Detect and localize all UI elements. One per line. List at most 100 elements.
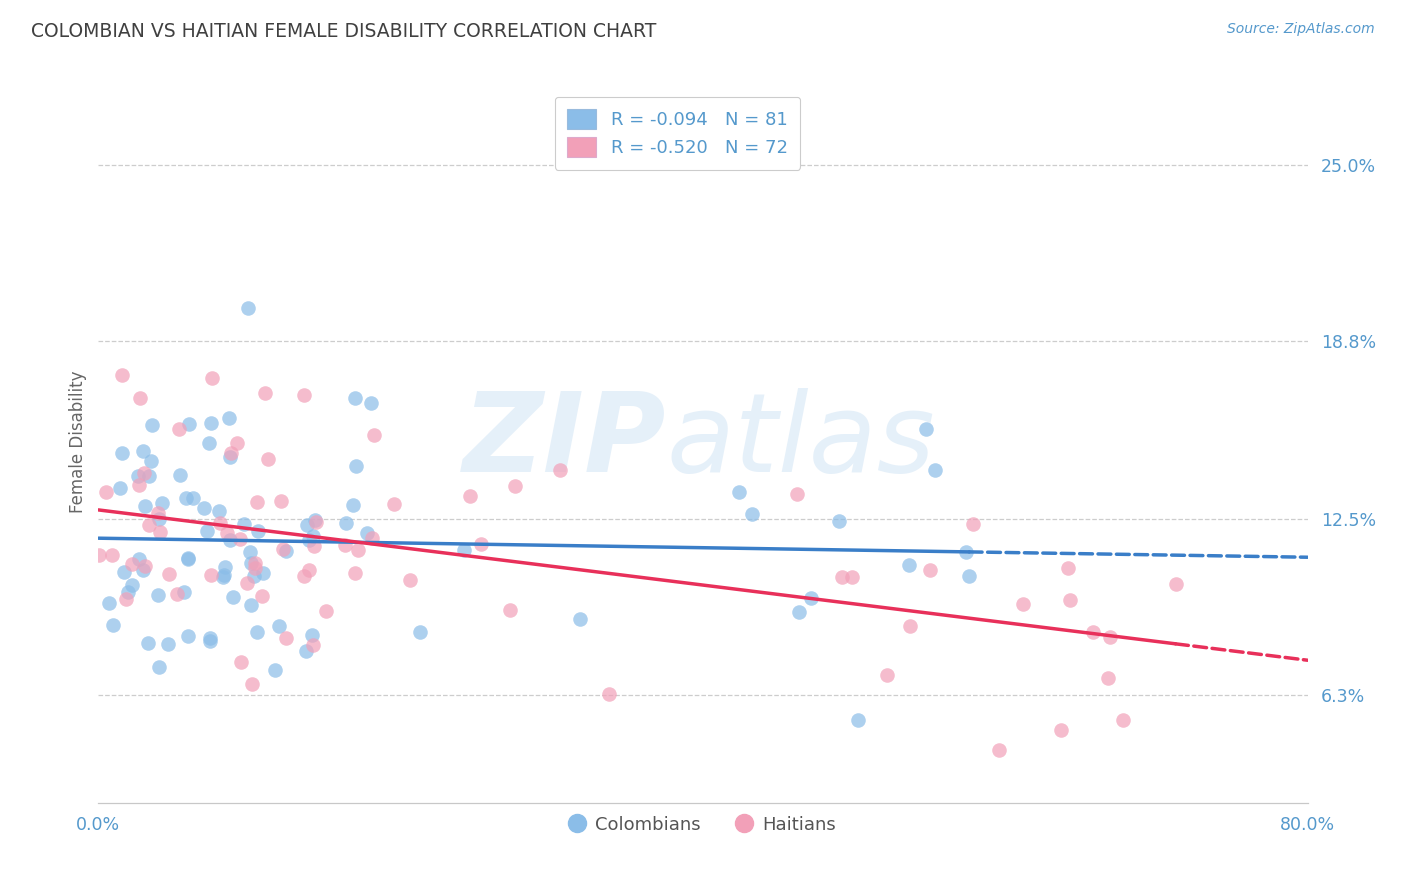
Point — [360, 532, 382, 546]
Point — [103, 617, 125, 632]
Point — [127, 469, 149, 483]
Point — [212, 570, 235, 584]
Point — [200, 631, 222, 645]
Point — [101, 548, 124, 562]
Point — [1056, 561, 1078, 575]
Point — [110, 481, 132, 495]
Point — [301, 628, 323, 642]
Point — [897, 558, 920, 572]
Point — [150, 495, 173, 509]
Text: COLOMBIAN VS HAITIAN FEMALE DISABILITY CORRELATION CHART: COLOMBIAN VS HAITIAN FEMALE DISABILITY C… — [31, 22, 657, 41]
Point — [470, 537, 492, 551]
Point — [247, 524, 270, 539]
Point — [298, 533, 321, 547]
Point — [134, 559, 156, 574]
Point — [458, 489, 481, 503]
Point — [195, 524, 218, 538]
Point — [898, 619, 921, 633]
Point — [173, 585, 195, 599]
Point — [302, 539, 325, 553]
Point — [728, 485, 751, 500]
Point — [218, 533, 240, 547]
Point — [233, 517, 256, 532]
Point — [876, 668, 898, 682]
Point — [209, 516, 232, 531]
Point — [245, 561, 267, 575]
Point — [148, 511, 170, 525]
Point — [131, 443, 153, 458]
Point — [914, 422, 936, 436]
Point — [148, 660, 170, 674]
Point — [315, 604, 337, 618]
Point — [270, 494, 292, 508]
Point — [132, 563, 155, 577]
Point — [218, 450, 240, 464]
Point — [787, 606, 810, 620]
Point — [239, 557, 262, 571]
Point — [217, 525, 239, 540]
Point — [139, 454, 162, 468]
Point — [245, 557, 267, 571]
Point — [225, 435, 247, 450]
Point — [141, 417, 163, 432]
Point — [453, 542, 475, 557]
Point — [157, 566, 180, 581]
Point — [149, 525, 172, 540]
Point — [246, 625, 269, 640]
Point — [200, 567, 222, 582]
Point — [240, 676, 263, 690]
Point — [294, 568, 316, 582]
Point — [800, 591, 823, 605]
Point — [121, 578, 143, 592]
Point — [846, 713, 869, 727]
Point — [193, 501, 215, 516]
Text: atlas: atlas — [666, 388, 935, 495]
Point — [1083, 625, 1105, 640]
Point — [786, 487, 808, 501]
Point — [598, 687, 620, 701]
Point — [208, 504, 231, 518]
Point — [399, 574, 422, 588]
Point — [304, 513, 326, 527]
Point — [276, 544, 298, 558]
Point — [156, 637, 179, 651]
Point — [235, 575, 257, 590]
Point — [167, 422, 190, 436]
Point — [828, 514, 851, 528]
Point — [214, 560, 236, 574]
Point — [305, 515, 328, 529]
Point — [239, 598, 262, 612]
Point — [1164, 577, 1187, 591]
Point — [110, 446, 132, 460]
Point — [1012, 597, 1035, 611]
Point — [112, 566, 135, 580]
Point — [200, 416, 222, 430]
Point — [238, 544, 260, 558]
Point — [198, 634, 221, 648]
Point — [343, 391, 366, 405]
Point — [218, 411, 240, 425]
Point — [229, 655, 252, 669]
Point — [333, 538, 356, 552]
Point — [257, 451, 280, 466]
Point — [1050, 723, 1073, 738]
Point — [201, 371, 224, 385]
Point — [236, 301, 259, 315]
Point — [498, 602, 520, 616]
Point — [115, 591, 138, 606]
Point — [741, 508, 763, 522]
Point — [267, 618, 290, 632]
Point — [166, 587, 188, 601]
Point — [169, 467, 191, 482]
Point — [1099, 631, 1122, 645]
Point — [129, 391, 152, 405]
Point — [221, 590, 243, 604]
Point — [955, 545, 977, 559]
Point — [298, 563, 321, 577]
Point — [128, 478, 150, 492]
Point — [1059, 593, 1081, 607]
Point — [198, 435, 221, 450]
Point — [550, 463, 572, 477]
Point — [174, 491, 197, 506]
Point — [841, 569, 863, 583]
